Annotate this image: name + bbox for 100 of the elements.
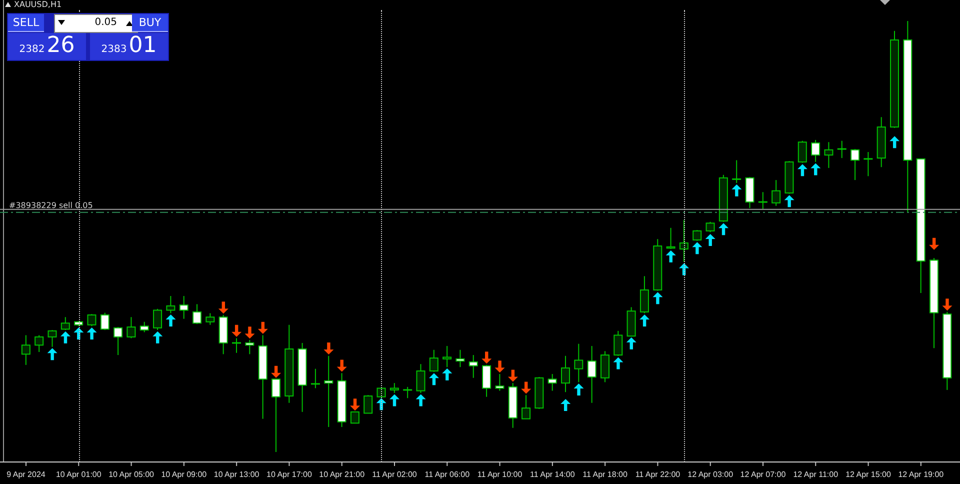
point bbox=[416, 394, 426, 406]
point bbox=[666, 250, 676, 262]
candlestick bbox=[495, 373, 504, 392]
x-tick-label: 10 Apr 01:00 bbox=[56, 470, 102, 479]
candlestick bbox=[231, 338, 242, 354]
candlestick bbox=[245, 339, 254, 355]
candlestick bbox=[350, 411, 360, 424]
x-tick-label: 12 Apr 07:00 bbox=[740, 470, 786, 479]
x-tick-label: 10 Apr 21:00 bbox=[319, 470, 366, 479]
point bbox=[679, 263, 690, 276]
x-tick-label: 11 Apr 10:00 bbox=[477, 470, 523, 479]
point bbox=[376, 398, 386, 410]
point bbox=[508, 370, 518, 382]
candlestick bbox=[679, 220, 688, 262]
candlestick bbox=[153, 308, 162, 331]
point bbox=[47, 348, 58, 360]
annotation: SELL bbox=[8, 14, 44, 32]
candlestick bbox=[798, 140, 807, 164]
candlestick bbox=[731, 160, 742, 184]
x-tick-label: 11 Apr 18:00 bbox=[582, 470, 628, 479]
x-tick-label: 12 Apr 19:00 bbox=[898, 470, 944, 479]
candlestick bbox=[114, 326, 123, 356]
candlestick bbox=[34, 334, 44, 353]
point bbox=[574, 384, 584, 396]
x-tick-label: 11 Apr 22:00 bbox=[635, 470, 681, 479]
x-tick-label: 10 Apr 05:00 bbox=[108, 470, 155, 479]
candlestick bbox=[824, 142, 834, 168]
candlestick bbox=[456, 349, 465, 368]
point bbox=[640, 314, 650, 327]
candlestick bbox=[587, 345, 596, 404]
x-tick-label: 12 Apr 11:00 bbox=[793, 470, 839, 479]
candlestick bbox=[324, 355, 334, 428]
candlestick bbox=[614, 330, 623, 356]
candlestick bbox=[60, 316, 70, 331]
candlestick bbox=[206, 312, 215, 326]
candlestick bbox=[561, 355, 570, 393]
x-tick-label: 9 Apr 2024 bbox=[6, 470, 46, 479]
point bbox=[232, 324, 242, 337]
candlestick bbox=[140, 321, 149, 333]
candlestick bbox=[429, 349, 438, 372]
x-tick-label: 11 Apr 02:00 bbox=[372, 470, 418, 479]
annotation: 2383 bbox=[101, 44, 127, 55]
candlestick bbox=[442, 345, 452, 368]
point bbox=[244, 326, 255, 339]
x-tick-label: 11 Apr 14:00 bbox=[530, 470, 576, 479]
point bbox=[692, 242, 702, 254]
candlestick bbox=[772, 180, 781, 206]
candlestick bbox=[706, 221, 715, 233]
point bbox=[521, 382, 532, 394]
point bbox=[810, 163, 821, 176]
point bbox=[797, 164, 808, 176]
point bbox=[890, 136, 900, 148]
candlestick bbox=[416, 364, 426, 394]
point bbox=[389, 394, 400, 406]
candlestick bbox=[21, 334, 30, 366]
point bbox=[428, 373, 439, 386]
candlestick bbox=[402, 386, 413, 399]
x-tick-label: 10 Apr 17:00 bbox=[266, 470, 312, 479]
point bbox=[929, 238, 940, 250]
point bbox=[152, 331, 163, 344]
point bbox=[482, 352, 492, 364]
point bbox=[652, 292, 663, 304]
point bbox=[350, 398, 360, 411]
ref-line-label: #38938229 sell 0.05 bbox=[9, 201, 93, 210]
point bbox=[218, 302, 228, 314]
candlestick bbox=[364, 394, 373, 414]
candlestick bbox=[179, 295, 188, 320]
point bbox=[442, 368, 452, 380]
candlestick bbox=[850, 148, 860, 181]
point bbox=[626, 337, 636, 350]
candlestick bbox=[100, 312, 110, 331]
candlestick bbox=[310, 368, 321, 389]
candlestick bbox=[640, 276, 649, 314]
candlestick bbox=[522, 394, 531, 420]
point bbox=[336, 360, 347, 372]
point bbox=[86, 327, 97, 340]
candlestick bbox=[390, 382, 399, 394]
chart-title: XAUUSD,H1 bbox=[14, 0, 62, 9]
candlestick bbox=[836, 140, 848, 159]
candlestick bbox=[600, 350, 610, 383]
candlestick bbox=[482, 364, 492, 398]
point bbox=[494, 360, 505, 373]
point bbox=[258, 322, 268, 334]
point bbox=[705, 234, 716, 246]
candlestick bbox=[126, 316, 136, 339]
point bbox=[718, 223, 729, 236]
point bbox=[613, 357, 624, 370]
candlestick bbox=[862, 152, 874, 177]
candlestick bbox=[48, 330, 57, 348]
point bbox=[324, 342, 334, 355]
x-tick-label: 12 Apr 15:00 bbox=[846, 470, 892, 479]
candlestick bbox=[468, 354, 478, 378]
point bbox=[942, 298, 952, 311]
candlestick bbox=[758, 192, 768, 210]
point bbox=[60, 331, 70, 344]
point bbox=[271, 366, 282, 378]
candlestick bbox=[548, 373, 557, 392]
candlestick bbox=[87, 314, 96, 327]
point bbox=[784, 195, 794, 208]
annotation: BUY bbox=[132, 14, 168, 32]
